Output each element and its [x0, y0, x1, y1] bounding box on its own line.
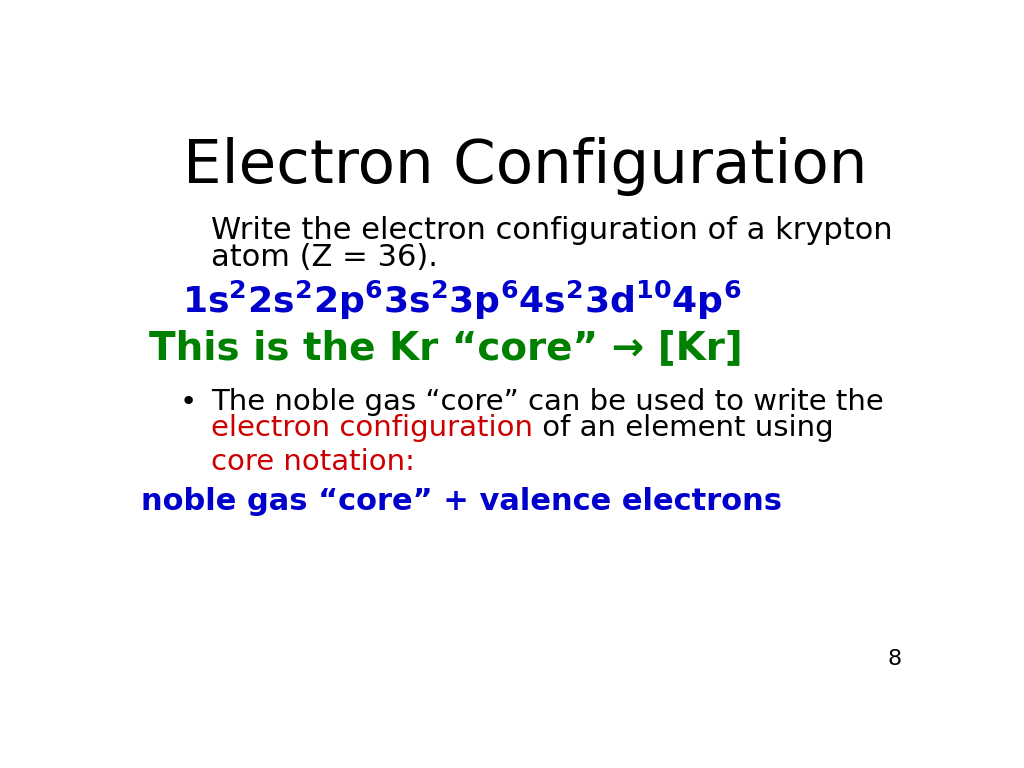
Text: Electron Configuration: Electron Configuration [182, 137, 867, 196]
Text: Write the electron configuration of a krypton: Write the electron configuration of a kr… [211, 217, 893, 245]
Text: The noble gas “core” can be used to write the: The noble gas “core” can be used to writ… [211, 388, 884, 415]
Text: core notation:: core notation: [211, 449, 415, 476]
Text: electron configuration: electron configuration [211, 415, 534, 442]
Text: atom (Z = 36).: atom (Z = 36). [211, 243, 438, 272]
Text: $\mathbf{1s^22s^22p^63s^23p^64s^23d^{10}4p^6}$: $\mathbf{1s^22s^22p^63s^23p^64s^23d^{10}… [181, 279, 741, 322]
Text: of an element using: of an element using [534, 415, 834, 442]
Text: 8: 8 [888, 649, 902, 669]
Text: •: • [179, 388, 197, 415]
Text: noble gas “core” + valence electrons: noble gas “core” + valence electrons [141, 487, 781, 515]
Text: This is the Kr “core” → [Kr]: This is the Kr “core” → [Kr] [148, 329, 742, 366]
